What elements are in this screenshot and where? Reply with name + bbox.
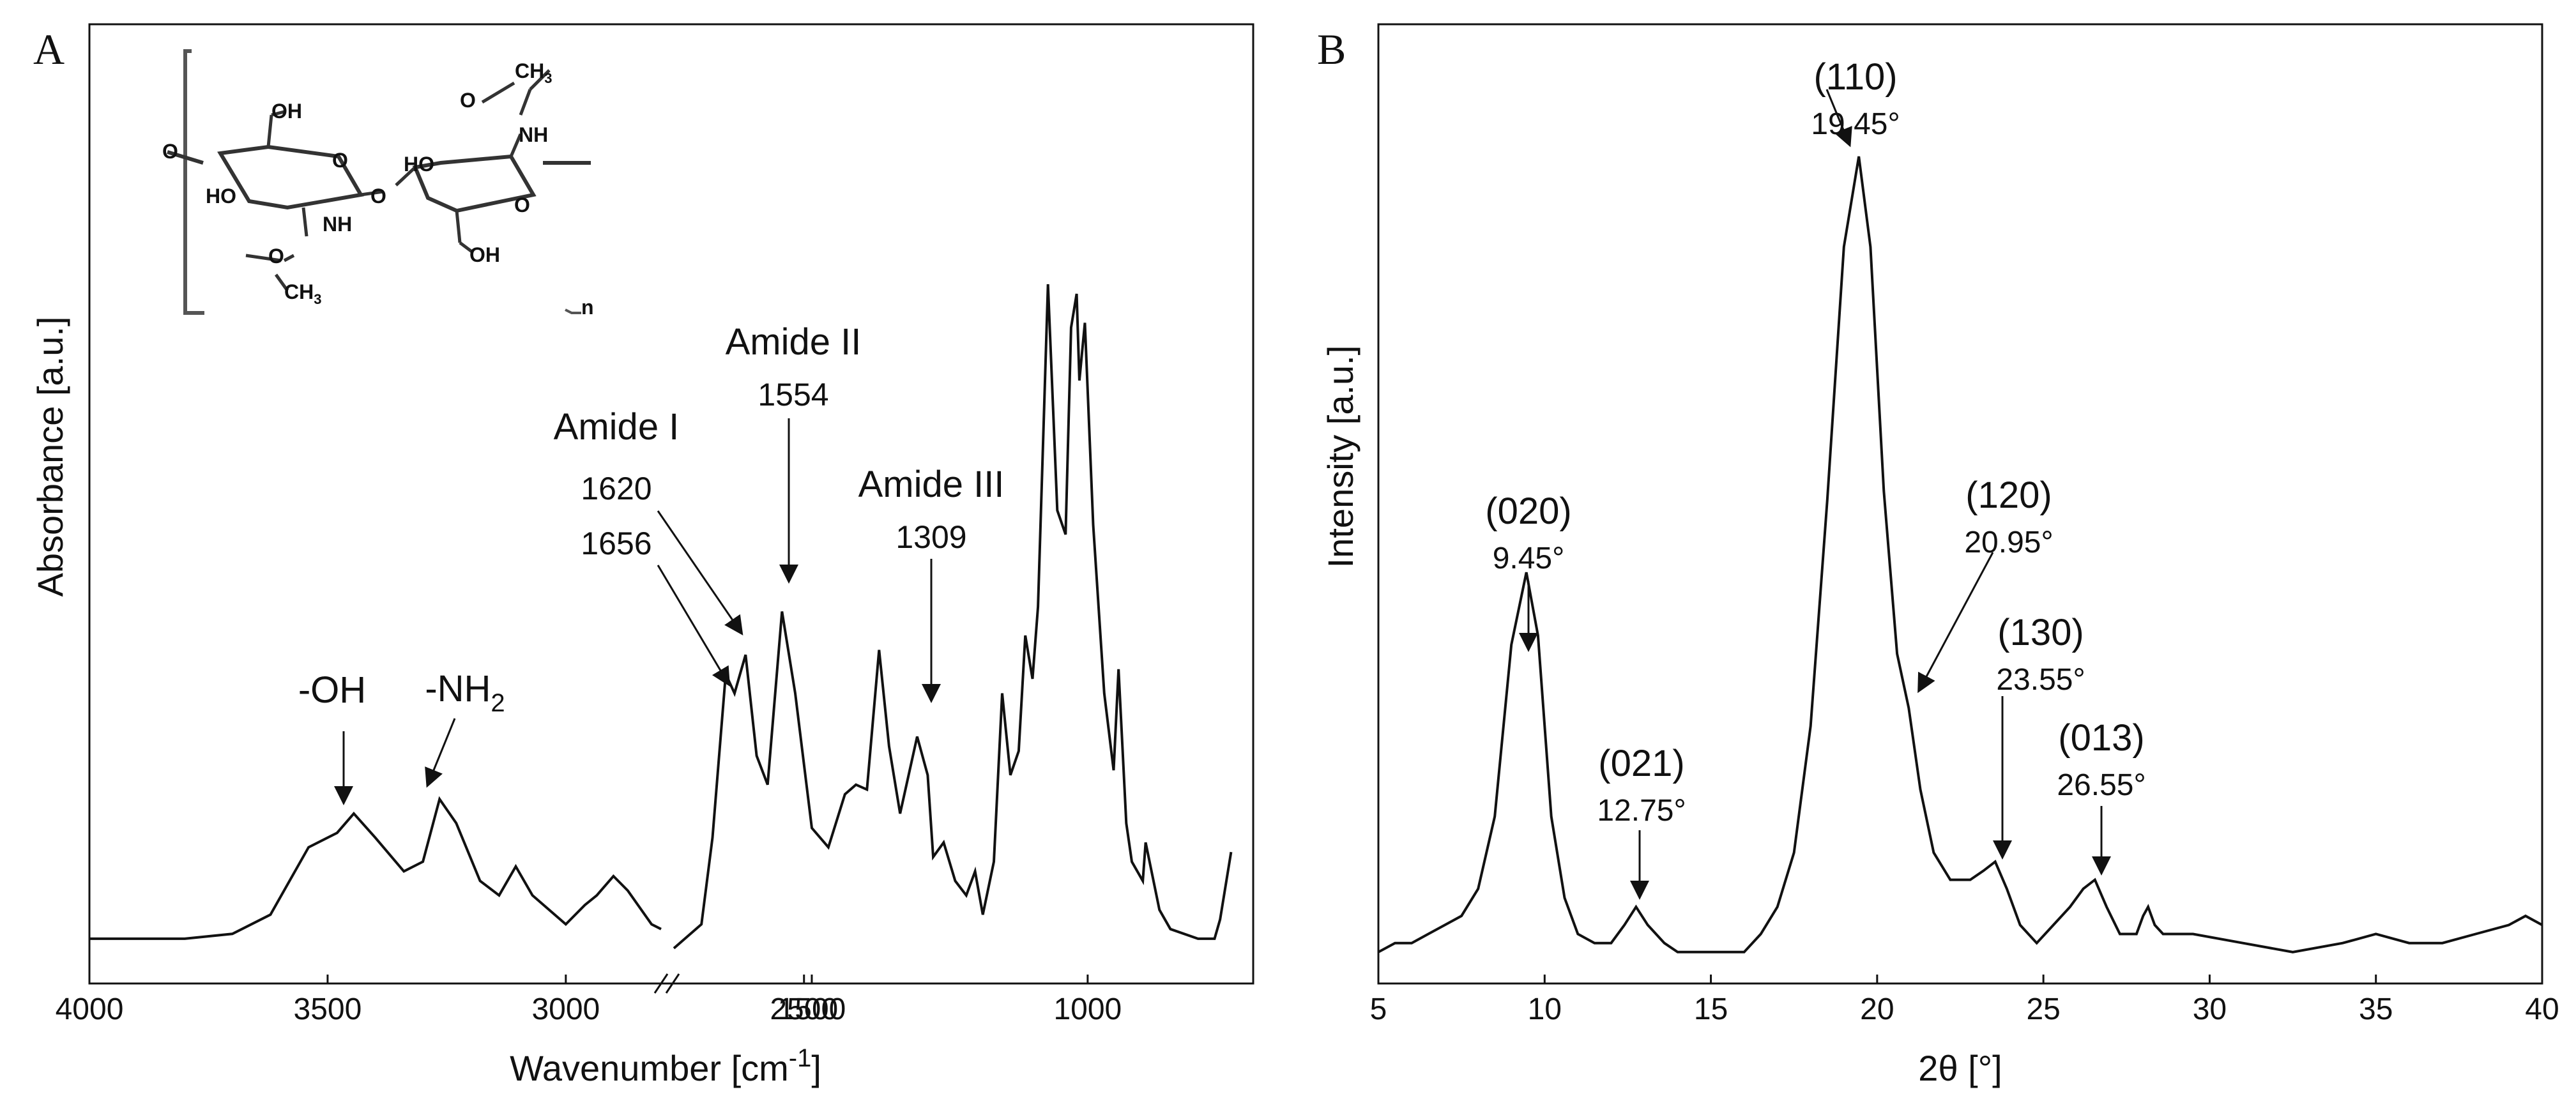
structure-atom-ch3-lower: CH3 [284,280,321,307]
structure-atom-o-ring-2: O [514,194,530,216]
panel-b-x-tick-label-25: 25 [2026,992,2060,1026]
annotation-120-arrow [1917,552,1994,694]
ftir-spectrum-line-low [673,284,1233,950]
structure-atom-o-ring-1: O [332,149,348,172]
structure-atom-o-carbonyl-upper: O [460,89,476,112]
panel-b-x-tick-label-40: 40 [2525,992,2559,1026]
annotation-amide-i-value-1620: 1620 [581,471,652,506]
panel-b-x-axis-label: 2θ [°] [1918,1048,2002,1088]
panel-b-y-axis-label: Intensity [a.u.] [1320,345,1360,568]
annotation-120-label: (120) [1965,475,2052,516]
xrd-pattern-line [1378,156,2543,953]
annotation-1656-arrow [657,565,731,687]
panel-a-plot-frame [88,23,1254,985]
annotation-130-label: (130) [1997,612,2084,653]
structure-atom-ch3-upper: CH3 [515,59,552,86]
structure-repeat-n: n [581,296,594,319]
annotation-nh2-label: -NH2 [425,668,505,717]
annotation-amide-ii-label: Amide II [726,321,862,363]
panel-a-x-tick-label-3500: 3500 [294,992,362,1026]
chitin-structure-inset: OH HO HO O O O O NH NH O O CH3 CH3 OH n [162,49,594,319]
annotation-nh2-arrow [425,718,456,788]
annotation-120-value: 20.95° [1964,526,2053,559]
panel-a-x-tick-label-4000: 4000 [56,992,124,1026]
panel-b-annotations: (020) 9.45° (021) 12.75° (110) 19.45° (120) 20.… [1485,56,2146,900]
ftir-spectrum-line-high [89,796,662,940]
axis-break-marks [653,973,680,994]
annotation-013-value: 26.55° [2057,768,2145,802]
panel-a-x-tick-label-3000: 3000 [531,992,600,1026]
panel-b-letter: B [1317,25,1346,73]
annotation-021-label: (021) [1598,743,1684,784]
panel-b-x-tick-label-15: 15 [1694,992,1728,1026]
structure-atom-ho-right: HO [404,153,434,176]
annotation-130-value: 23.55° [1996,663,2085,697]
panel-a-x-axis-label: Wavenumber [cm-1] [510,1044,821,1088]
panel-a-y-axis-label: Absorbance [a.u.] [30,317,70,597]
panel-b: B 5 10 15 20 25 30 35 40 2θ [°] Intensity [a.u.… [1317,23,2559,1088]
annotation-amide-ii-value: 1554 [758,377,828,413]
annotation-amide-i-label: Amide I [554,406,680,448]
annotation-020-label: (020) [1485,490,1571,532]
structure-atom-oh-top: OH [271,100,302,123]
annotation-013-label: (013) [2058,717,2144,759]
annotation-110-value: 19.45° [1811,107,1900,141]
structure-atom-o-chain: O [162,140,178,163]
annotation-110-arrow [1825,89,1852,148]
annotation-021-value: 12.75° [1597,794,1686,828]
annotation-amide-i-value-1656: 1656 [581,526,652,561]
panel-a-letter: A [33,25,65,73]
annotation-oh-label: -OH [298,669,366,711]
panel-a-x-tick-label-2500: 2500 [770,992,838,1026]
panel-b-plot-frame [1377,23,2543,985]
annotation-110-label: (110) [1813,56,1897,98]
panel-b-x-tick-label-10: 10 [1528,992,1562,1026]
panel-b-x-tick-label-20: 20 [1860,992,1894,1026]
structure-atom-ho-left: HO [206,185,236,208]
structure-atom-o-glycosidic: O [370,185,386,208]
annotation-amide-iii-value: 1309 [896,519,966,555]
annotation-amide-iii-label: Amide III [858,464,1005,505]
structure-atom-nh-lower: NH [323,213,352,236]
panel-b-x-tick-label-30: 30 [2193,992,2227,1026]
structure-atom-o-carbonyl-lower: O [268,245,284,268]
panel-a-x-tick-label-1500: 1500 [778,992,846,1026]
panel-a-x-tick-label-1000: 1000 [1053,992,1122,1026]
structure-atom-oh-bottom: OH [469,243,500,266]
panel-b-x-ticks: 5 10 15 20 25 30 35 40 [1370,975,2559,1026]
structure-atom-nh-upper: NH [519,123,548,146]
annotation-020-value: 9.45° [1493,542,1565,575]
annotation-1620-arrow [657,510,743,635]
panel-b-x-tick-label-35: 35 [2359,992,2393,1026]
panel-b-x-tick-label-5: 5 [1370,992,1387,1026]
